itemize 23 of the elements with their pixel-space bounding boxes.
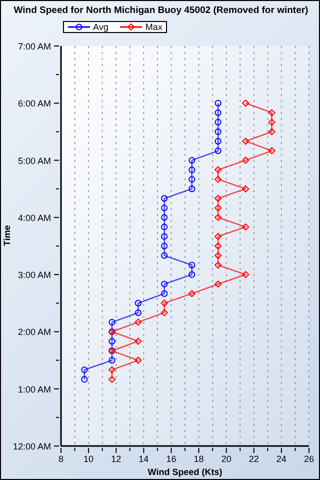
x-tick-label: 24 [276,454,286,464]
y-tick-label: 4:00 AM [18,212,51,223]
x-tick-label: 26 [304,454,314,464]
y-tick-label: 5:00 AM [18,156,51,166]
x-tick-label: 14 [138,454,149,464]
y-tick-label: 1:00 AM [18,384,51,394]
y-tick-label: 2:00 AM [18,327,51,338]
x-tick-label: 12 [111,454,122,464]
y-tick-label: 3:00 AM [18,270,51,280]
legend-label: Avg [92,22,108,32]
x-tick-label: 22 [248,454,259,464]
x-tick-label: 20 [221,454,232,464]
y-axis-title: Time [2,225,12,246]
legend-label: Max [144,22,162,32]
y-tick-label: 7:00 AM [18,42,51,52]
x-tick-label: 10 [84,454,94,464]
x-tick-label: 16 [166,454,176,464]
chart-title: Wind Speed for North Michigan Buoy 45002 (Removed for winter) [12,5,310,16]
x-axis-title: Wind Speed (Kts) [148,467,222,477]
x-tick-label: 8 [58,454,64,464]
y-tick-label: 12:00 AM [12,442,51,452]
x-tick-label: 18 [194,454,204,464]
y-tick-label: 6:00 AM [18,98,51,109]
